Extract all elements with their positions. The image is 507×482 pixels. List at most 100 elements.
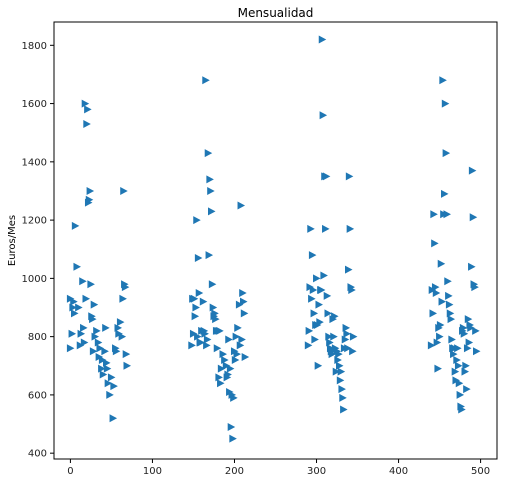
data-point <box>234 323 242 332</box>
data-point <box>336 376 345 385</box>
data-point <box>241 353 250 362</box>
data-point <box>469 213 478 222</box>
data-point <box>343 329 351 338</box>
data-point <box>448 335 456 344</box>
data-point <box>471 283 479 292</box>
data-point <box>441 99 450 108</box>
data-point <box>229 434 237 443</box>
data-point <box>82 294 90 303</box>
data-point <box>77 329 86 338</box>
data-point <box>83 119 91 128</box>
data-point <box>472 326 480 335</box>
data-point <box>307 224 315 233</box>
data-point <box>232 332 241 341</box>
data-point <box>110 382 118 391</box>
data-point <box>427 341 436 350</box>
x-tick-label: 300 <box>307 466 326 477</box>
data-point <box>462 361 470 370</box>
data-point <box>330 332 338 341</box>
data-point <box>305 326 314 335</box>
data-point <box>197 338 205 347</box>
data-point <box>81 99 90 108</box>
data-point <box>468 262 476 271</box>
x-tick-label: 100 <box>143 466 162 477</box>
data-point <box>440 189 449 198</box>
data-point <box>216 326 224 335</box>
data-point <box>206 175 214 184</box>
y-tick-label: 1200 <box>22 216 47 227</box>
data-point <box>85 195 94 204</box>
data-point <box>332 367 341 376</box>
data-point <box>325 332 333 341</box>
data-points <box>66 35 481 443</box>
data-point <box>461 367 470 376</box>
data-point <box>308 251 317 260</box>
data-point <box>227 422 236 431</box>
data-point <box>322 172 331 181</box>
data-point <box>205 251 214 260</box>
data-point <box>208 207 216 216</box>
data-point <box>436 320 445 329</box>
data-point <box>339 393 347 402</box>
data-point <box>103 358 111 367</box>
data-point <box>116 318 125 327</box>
data-point <box>314 361 323 370</box>
data-point <box>239 288 247 297</box>
data-point <box>331 312 339 321</box>
data-point <box>349 332 358 341</box>
data-point <box>80 338 89 347</box>
data-point <box>119 294 127 303</box>
data-point <box>304 341 313 350</box>
data-point <box>454 344 462 353</box>
data-point <box>204 149 213 158</box>
data-point <box>308 294 316 303</box>
data-point <box>237 201 246 210</box>
y-tick-label: 1400 <box>22 157 47 168</box>
data-point <box>118 332 127 341</box>
data-point <box>438 297 447 306</box>
y-tick-label: 1600 <box>22 99 47 110</box>
data-point <box>335 350 343 359</box>
data-point <box>192 303 200 312</box>
data-point <box>320 271 328 280</box>
data-point <box>203 335 212 344</box>
data-point <box>456 390 465 399</box>
data-point <box>199 297 208 306</box>
data-point <box>233 350 241 359</box>
data-point <box>112 347 121 356</box>
data-point <box>86 186 95 195</box>
data-point <box>225 335 233 344</box>
data-point <box>122 350 131 359</box>
data-point <box>437 259 446 268</box>
data-point <box>439 76 447 85</box>
y-tick-label: 400 <box>28 449 47 460</box>
data-point <box>79 277 87 286</box>
data-point <box>463 385 471 394</box>
data-point <box>99 370 108 379</box>
data-point <box>324 309 333 318</box>
y-tick-label: 800 <box>28 332 47 343</box>
data-point <box>460 329 469 338</box>
axis-ticks: 0 100 200 300 400 500 400 600 800 1000 1200 1400 160… <box>22 41 491 477</box>
data-point <box>101 347 109 356</box>
data-point <box>345 172 354 181</box>
data-point <box>90 300 99 309</box>
data-point <box>87 280 95 289</box>
data-point <box>202 76 210 85</box>
data-point <box>84 105 92 114</box>
data-point <box>103 364 112 373</box>
data-point <box>436 332 444 341</box>
data-point <box>190 294 199 303</box>
data-point <box>313 274 321 283</box>
data-point <box>309 286 318 295</box>
data-point <box>76 341 85 350</box>
data-point <box>240 309 249 318</box>
data-point <box>104 379 113 388</box>
data-point <box>315 300 323 309</box>
data-point <box>238 335 246 344</box>
data-point <box>230 393 238 402</box>
data-point <box>120 186 128 195</box>
data-point <box>194 253 203 262</box>
